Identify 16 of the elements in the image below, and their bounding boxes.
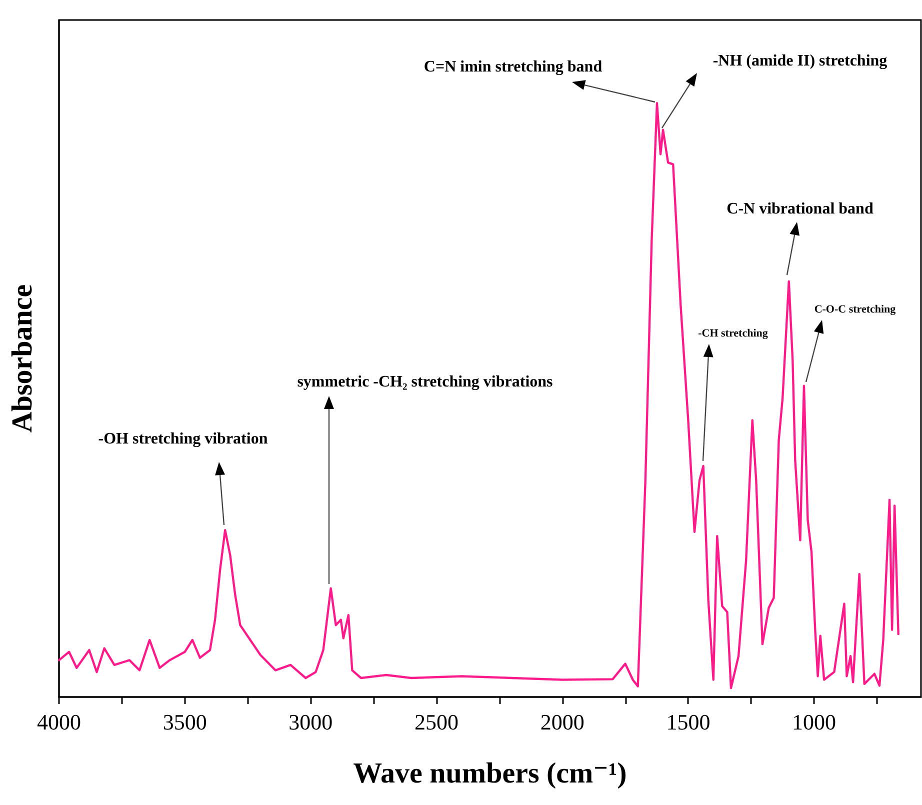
text: C=N imin stretching band [424, 58, 602, 76]
x-tick-label: 2500 [414, 710, 459, 734]
y-axis-title: Absorbance [6, 284, 38, 433]
x-tick-label: 3000 [288, 710, 333, 734]
x-tick-label: 1500 [666, 710, 710, 734]
x-tick-label: 1000 [792, 710, 836, 734]
annotation: symmetric -CH₂ stretching vibrations [297, 374, 553, 391]
x-tick-label: 3500 [162, 710, 207, 734]
annotation: C-N vibrational band [726, 200, 874, 218]
annotation: C-O-C stretching [814, 304, 896, 316]
text: -NH (amide II) stretching [712, 52, 888, 70]
x-tick-label: 2000 [540, 710, 584, 734]
x-axis-title: Wave numbers (cm⁻¹) [353, 758, 627, 790]
annotation: -OH stretching vibration [98, 430, 268, 448]
x-tick-label: 4000 [37, 710, 81, 734]
annotation: -CH stretching [698, 328, 768, 340]
